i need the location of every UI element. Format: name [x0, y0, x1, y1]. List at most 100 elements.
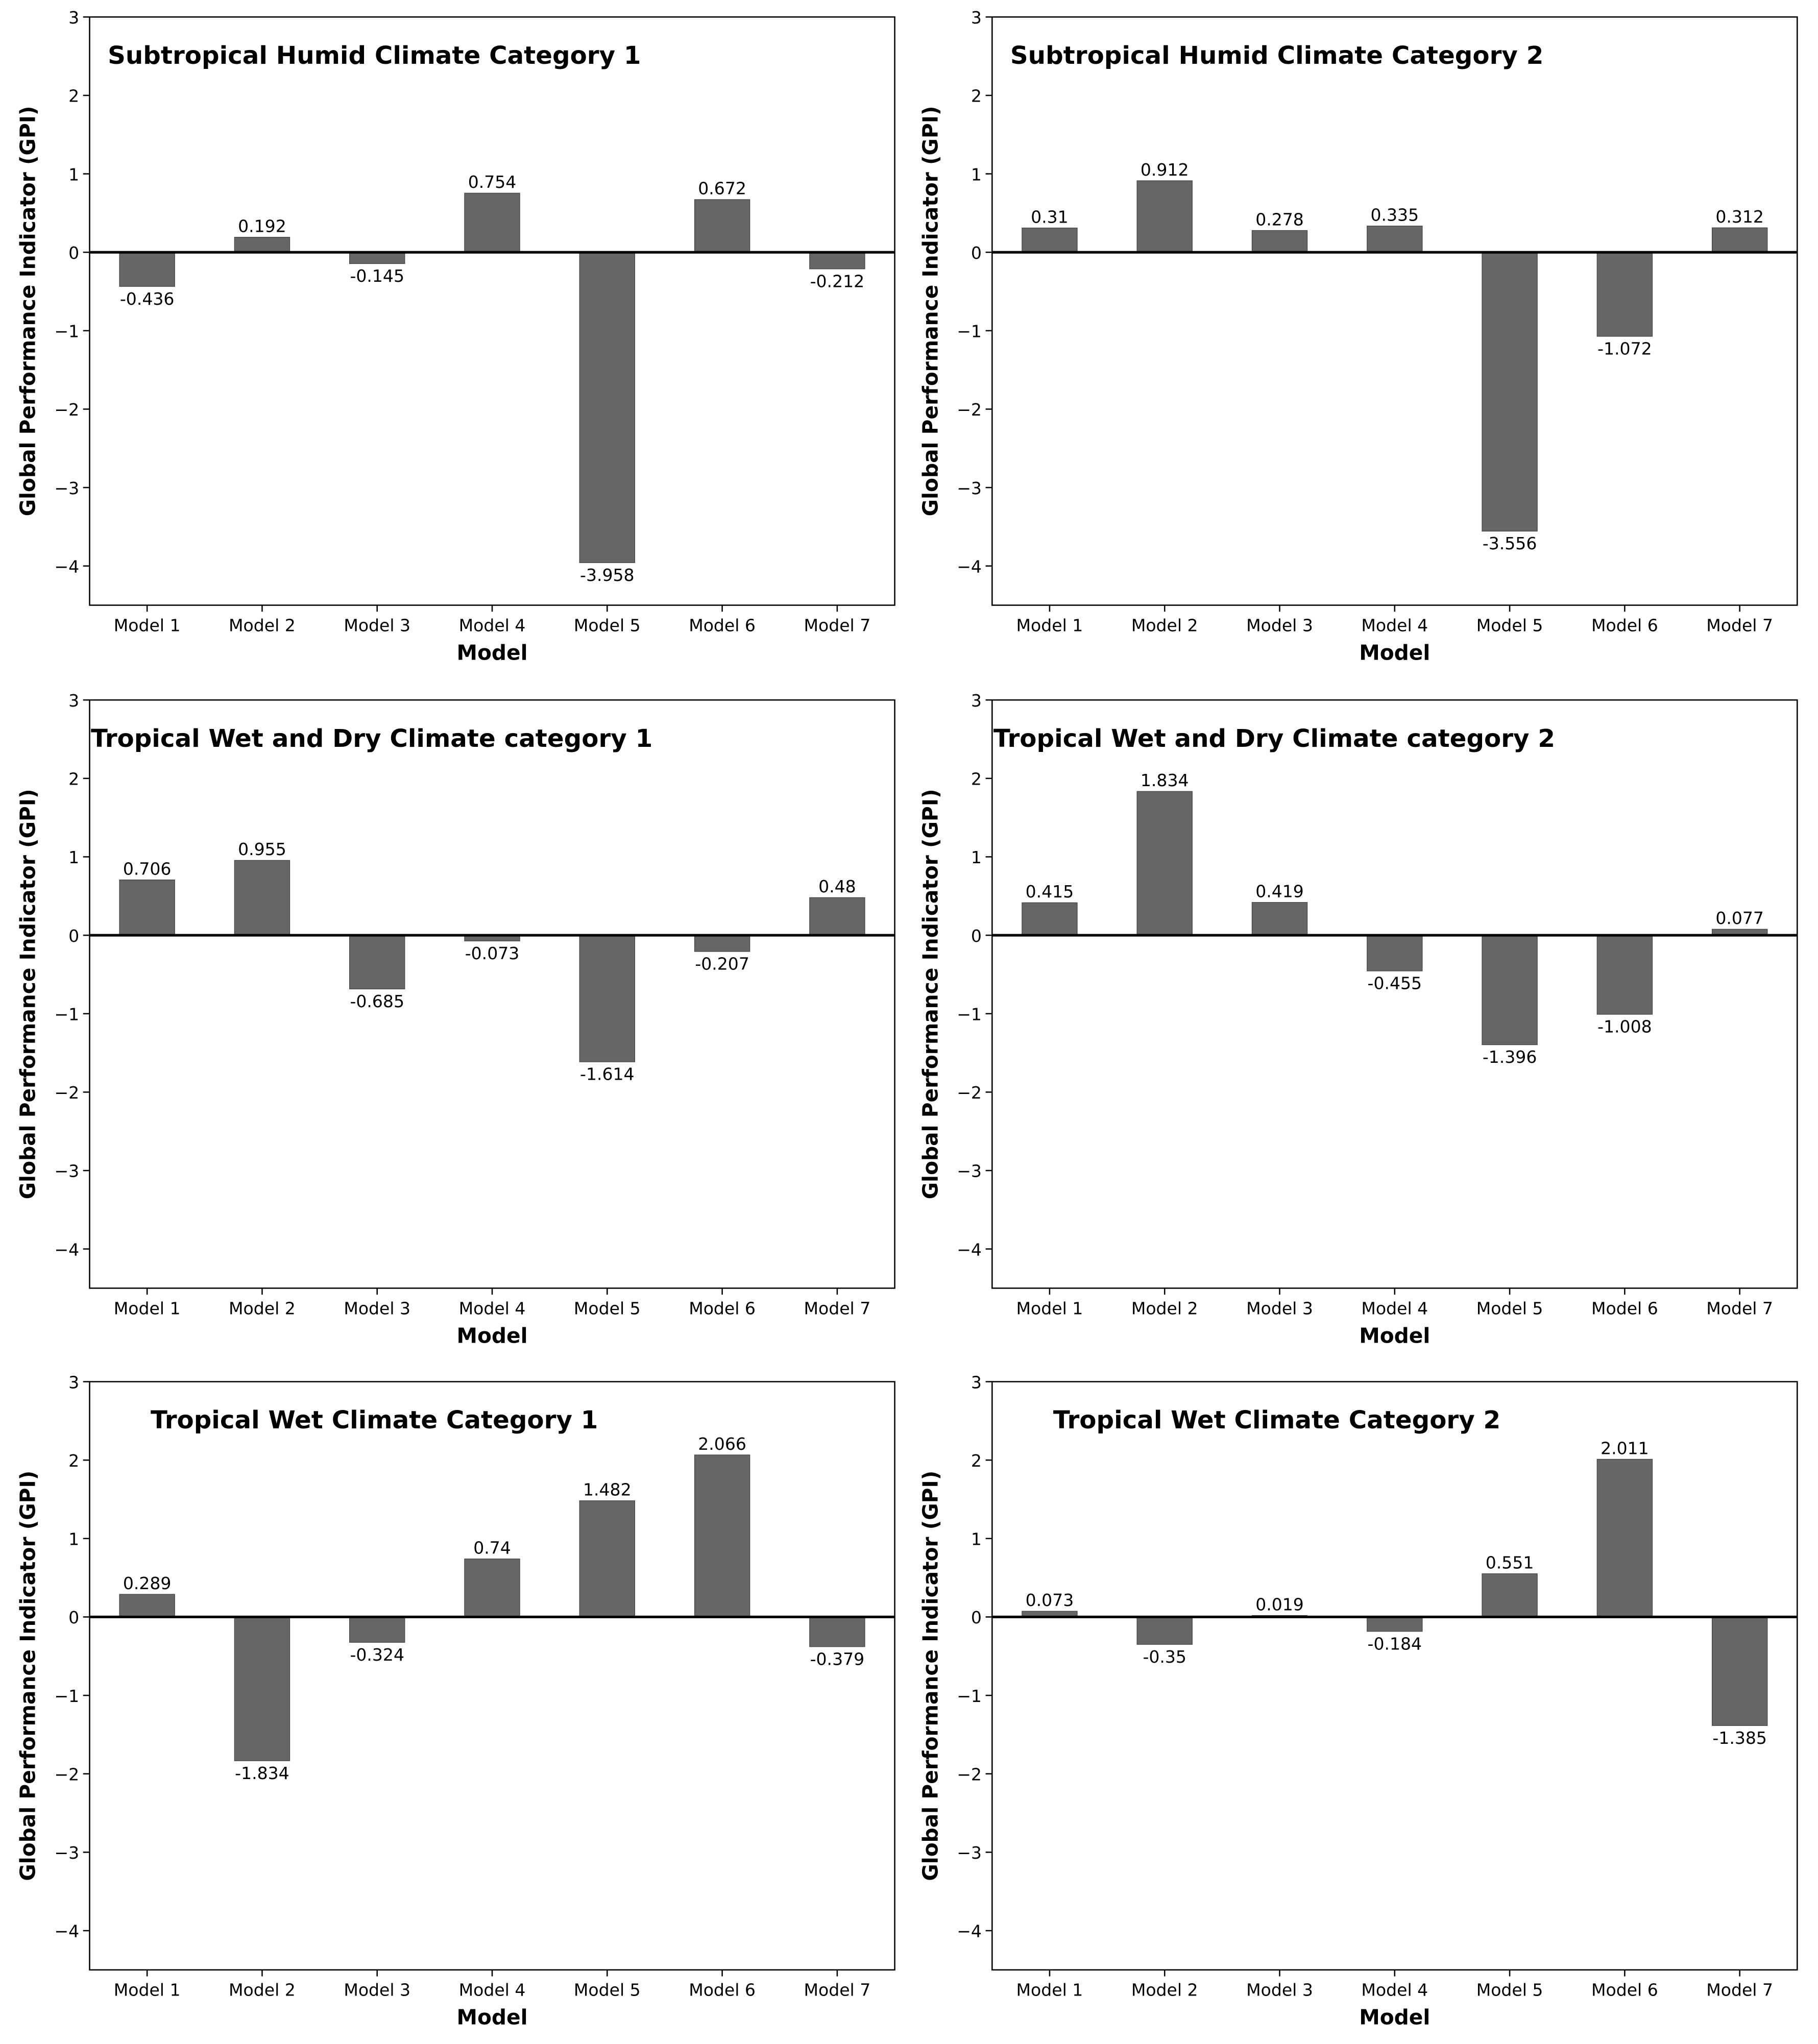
y-tick-label: −4 — [957, 1239, 982, 1259]
bar — [1367, 935, 1423, 971]
bar — [464, 192, 520, 253]
panel: −4 −3 −2 −1 0 1 2 3 0.415 Model 1 1.834 Model 2 0.41… — [918, 691, 1798, 1348]
x-tick-label: Model 3 — [344, 1980, 410, 2000]
y-axis-label: Global Performance Indicator (GPI) — [16, 106, 40, 516]
x-tick-label: Model 7 — [804, 615, 870, 635]
y-tick-label: 3 — [971, 1372, 982, 1392]
value-label: 1.834 — [1141, 770, 1189, 790]
bar — [349, 935, 405, 989]
y-tick-label: 1 — [68, 164, 79, 184]
value-label: -0.379 — [810, 1649, 865, 1669]
y-axis-label: Global Performance Indicator (GPI) — [918, 106, 942, 516]
x-tick-label: Model 4 — [459, 1980, 526, 2000]
x-tick-label: Model 5 — [1476, 1980, 1543, 2000]
bar — [1596, 1458, 1653, 1618]
x-axis-label: Model — [456, 640, 527, 665]
value-label: 0.335 — [1370, 205, 1419, 225]
panel: −4 −3 −2 −1 0 1 2 3 0.073 Model 1 -0.35 Model 2 0.01… — [918, 1372, 1798, 2030]
value-label: 0.192 — [238, 216, 286, 236]
title: Tropical Wet Climate Category 2 — [1053, 1406, 1500, 1434]
title: Tropical Wet and Dry Climate category 2 — [993, 724, 1555, 753]
x-tick-label: Model 6 — [1591, 1298, 1658, 1318]
bar — [234, 237, 290, 253]
value-label: 0.312 — [1715, 207, 1764, 227]
value-label: 0.912 — [1141, 160, 1189, 180]
y-tick-label: 0 — [68, 926, 79, 946]
value-label: 0.419 — [1255, 882, 1304, 902]
bar — [1022, 902, 1078, 936]
y-tick-label: −4 — [54, 556, 79, 576]
x-tick-label: Model 5 — [574, 1980, 641, 2000]
y-tick-label: 0 — [971, 243, 982, 263]
x-tick-label: Model 3 — [1246, 1298, 1313, 1318]
x-tick-label: Model 7 — [1706, 1298, 1773, 1318]
x-tick-label: Model 5 — [1476, 615, 1543, 635]
value-label: 0.019 — [1255, 1594, 1304, 1614]
x-tick-label: Model 6 — [1591, 1980, 1658, 2000]
value-label: 2.066 — [698, 1434, 746, 1454]
bar — [1367, 226, 1423, 253]
x-tick-label: Model 7 — [804, 1298, 870, 1318]
y-tick-label: −3 — [957, 478, 982, 498]
y-tick-label: 2 — [971, 769, 982, 789]
y-tick-label: −1 — [54, 1004, 79, 1024]
value-label: -0.184 — [1368, 1634, 1422, 1653]
bar — [1596, 252, 1653, 337]
value-label: 0.073 — [1026, 1590, 1074, 1610]
y-tick-label: 3 — [971, 8, 982, 28]
bar — [1136, 180, 1193, 253]
bar — [1482, 1573, 1538, 1618]
value-label: -1.396 — [1483, 1047, 1537, 1067]
title: Subtropical Humid Climate Category 1 — [108, 41, 641, 70]
value-label: -3.556 — [1483, 533, 1537, 553]
bar — [349, 252, 405, 264]
title: Subtropical Humid Climate Category 2 — [1010, 41, 1543, 70]
plot-frame — [991, 699, 1798, 1289]
y-tick-label: 1 — [68, 1529, 79, 1549]
value-label: 0.551 — [1486, 1553, 1534, 1573]
bar — [1251, 902, 1308, 936]
value-label: 0.74 — [473, 1538, 511, 1558]
value-label: 0.077 — [1715, 908, 1764, 928]
bar — [119, 1594, 175, 1618]
y-tick-label: 1 — [68, 847, 79, 867]
y-tick-label: 2 — [68, 769, 79, 789]
x-axis-label: Model — [456, 2005, 527, 2030]
x-tick-label: Model 7 — [1706, 615, 1773, 635]
bar — [349, 1616, 405, 1643]
value-label: -1.834 — [235, 1763, 289, 1783]
value-label: -0.324 — [350, 1645, 404, 1665]
y-tick-label: 0 — [68, 243, 79, 263]
x-tick-label: Model 1 — [1016, 615, 1083, 635]
y-tick-label: −2 — [957, 400, 982, 420]
y-tick-label: 1 — [971, 164, 982, 184]
plot-frame — [991, 16, 1798, 606]
bar — [694, 935, 750, 952]
value-label: 1.482 — [583, 1480, 632, 1500]
value-label: -0.455 — [1368, 974, 1422, 993]
x-tick-label: Model 4 — [459, 615, 526, 635]
y-tick-label: 3 — [971, 691, 982, 711]
value-label: 0.754 — [468, 172, 517, 192]
bar — [119, 252, 175, 287]
bar — [234, 860, 290, 936]
x-tick-label: Model 4 — [1361, 615, 1428, 635]
x-axis-label: Model — [1359, 2005, 1430, 2030]
y-tick-label: −3 — [54, 1161, 79, 1181]
x-axis-label: Model — [1359, 640, 1430, 665]
x-tick-label: Model 6 — [1591, 615, 1658, 635]
y-tick-label: 2 — [68, 1451, 79, 1471]
x-tick-label: Model 2 — [229, 615, 296, 635]
y-tick-label: 3 — [68, 8, 79, 28]
bar — [119, 879, 175, 936]
y-tick-label: 0 — [68, 1608, 79, 1627]
plot-frame — [89, 1381, 895, 1971]
y-tick-label: −1 — [957, 1004, 982, 1024]
value-label: -1.385 — [1712, 1728, 1767, 1748]
plot-frame — [991, 1381, 1798, 1971]
y-tick-label: −4 — [957, 1921, 982, 1941]
bar — [234, 1616, 290, 1761]
y-tick-label: −3 — [957, 1843, 982, 1863]
